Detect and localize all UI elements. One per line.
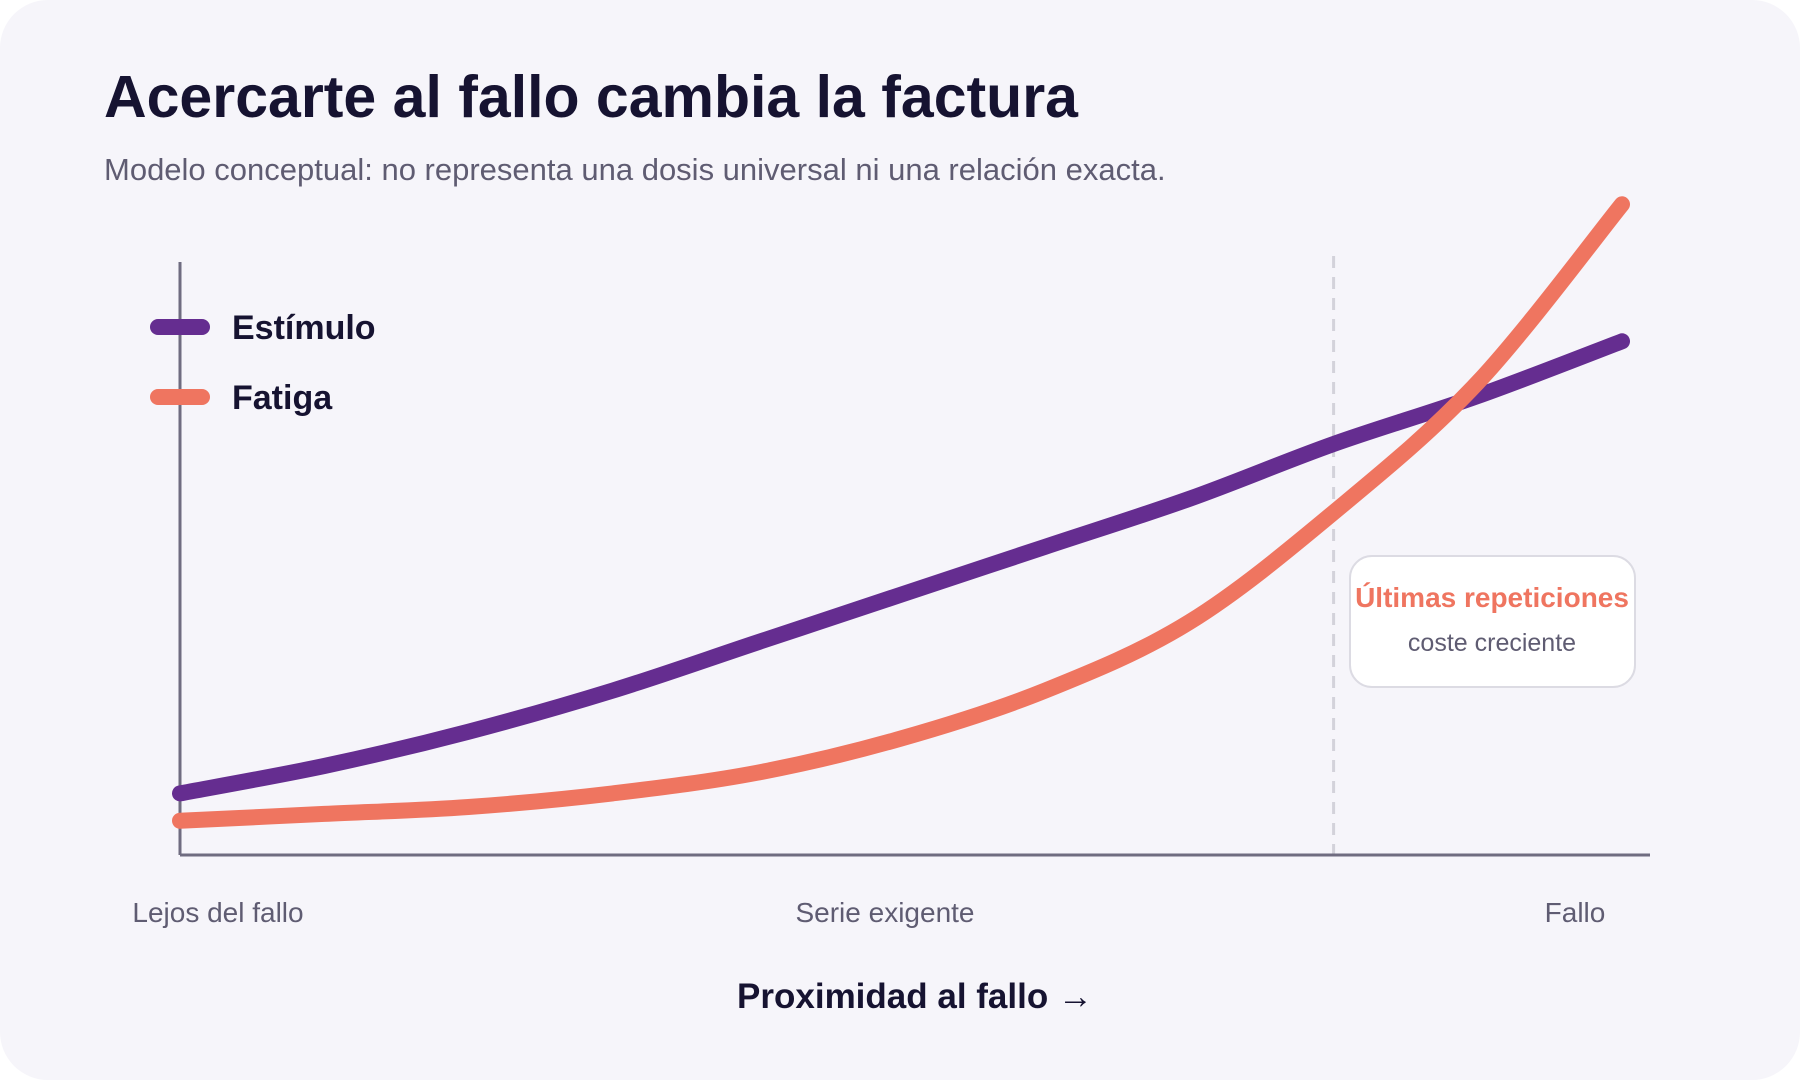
series-line-estimulo [172,333,1630,802]
annotation-background [1349,555,1636,688]
page-title: Acercarte al fallo cambia la factura [104,64,1078,130]
annotation-box: Últimas repeticiones coste creciente [1349,555,1636,688]
legend-label-fatiga: Fatiga [232,379,333,417]
x-axis-label: Proximidad al fallo → [737,977,1093,1016]
series-line-fatiga [172,196,1630,829]
annotation-text: coste creciente [1408,629,1576,657]
x-tick-labels: Lejos del fallo Serie exigente Fallo [132,897,1605,928]
x-tick-label-fallo: Fallo [1545,897,1606,928]
x-tick-label-lejos: Lejos del fallo [132,897,303,928]
annotation-title: Últimas repeticiones [1355,582,1629,613]
legend-label-estimulo: Estímulo [232,309,376,347]
legend: Estímulo Fatiga [150,309,376,417]
x-tick-label-serie: Serie exigente [795,897,974,928]
page-subtitle: Modelo conceptual: no representa una dos… [104,152,1166,187]
series-lines [172,196,1630,829]
